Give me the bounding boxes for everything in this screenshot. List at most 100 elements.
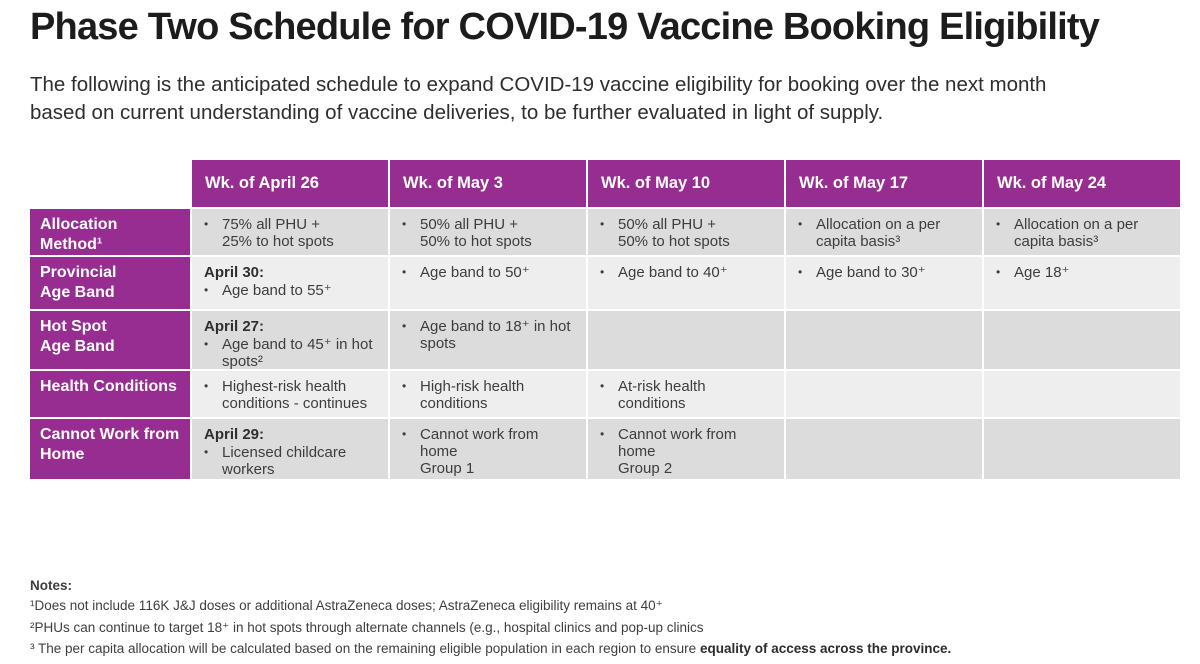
table-cell	[786, 311, 982, 369]
bullet-item: • Highest-risk health conditions - contin…	[204, 378, 380, 412]
bullet-item: • 75% all PHU + 25% to hot spots	[204, 216, 380, 250]
row-label-0: Allocation Method¹	[30, 209, 190, 255]
bullet-text: Age band to 45⁺ in hot spots²	[222, 336, 373, 369]
bullet-icon: •	[402, 217, 407, 231]
bullet-item: • Age band to 40⁺	[600, 264, 776, 281]
table-cell: • Age 18⁺	[984, 257, 1180, 309]
bullet-text: Age band to 18⁺ in hot spots	[420, 318, 571, 352]
table-cell	[786, 371, 982, 417]
bullet-icon: •	[402, 379, 407, 393]
table-cell: • High-risk health conditions	[390, 371, 586, 417]
table-cell: • Age band to 40⁺	[588, 257, 784, 309]
bullet-text: Allocation on a per capita basis³	[1014, 216, 1139, 250]
table-cell	[786, 419, 982, 479]
bullet-text: 50% all PHU + 50% to hot spots	[420, 216, 532, 250]
table-cell: April 27: • Age band to 45⁺ in hot spots²	[192, 311, 388, 369]
bullet-item: • Age band to 45⁺ in hot spots²	[204, 336, 380, 369]
table-cell: • Age band to 30⁺	[786, 257, 982, 309]
bullet-icon: •	[204, 283, 209, 297]
column-header-4: Wk. of May 24	[984, 160, 1180, 207]
note-line-1: ¹Does not include 116K J&J doses or addi…	[30, 598, 663, 613]
page-title: Phase Two Schedule for COVID-19 Vaccine …	[30, 6, 1100, 48]
bullet-text: 75% all PHU + 25% to hot spots	[222, 216, 334, 250]
bullet-icon: •	[204, 445, 209, 459]
bullet-icon: •	[600, 265, 605, 279]
table-cell	[588, 311, 784, 369]
table-cell: April 29: • Licensed childcare workers	[192, 419, 388, 479]
bullet-icon: •	[402, 319, 407, 333]
bullet-text: Cannot work from home Group 2	[618, 426, 737, 477]
bullet-item: • Age band to 30⁺	[798, 264, 974, 281]
notes-heading: Notes:	[30, 578, 73, 593]
bullet-item: • Licensed childcare workers	[204, 444, 380, 478]
bullet-item: • 50% all PHU + 50% to hot spots	[600, 216, 776, 250]
table-cell: April 30: • Age band to 55⁺	[192, 257, 388, 309]
table-cell: • Allocation on a per capita basis³	[786, 209, 982, 255]
table-cell	[984, 371, 1180, 417]
cell-date: April 29:	[204, 426, 265, 443]
bullet-text: Age band to 55⁺	[222, 282, 332, 299]
table-cell: • Cannot work from home Group 2	[588, 419, 784, 479]
table-cell	[984, 311, 1180, 369]
table-cell: • 50% all PHU + 50% to hot spots	[390, 209, 586, 255]
bullet-text: Age 18⁺	[1014, 264, 1070, 281]
row-label-4: Cannot Work from Home	[30, 419, 190, 479]
bullet-item: • High-risk health conditions	[402, 378, 578, 412]
bullet-item: • At-risk health conditions	[600, 378, 776, 412]
bullet-item: • Age band to 55⁺	[204, 282, 380, 299]
bullet-icon: •	[600, 427, 605, 441]
note-line-3: ³ The per capita allocation will be calc…	[30, 641, 951, 656]
bullet-text: At-risk health conditions	[618, 378, 706, 412]
bullet-text: Licensed childcare workers	[222, 444, 347, 478]
bullet-icon: •	[600, 217, 605, 231]
note-line-3-emphasis: equality of access across the province.	[699, 641, 952, 656]
table-cell: • 50% all PHU + 50% to hot spots	[588, 209, 784, 255]
row-label-1: Provincial Age Band	[30, 257, 190, 309]
bullet-text: Age band to 50⁺	[420, 264, 530, 281]
bullet-text: Allocation on a per capita basis³	[816, 216, 941, 250]
table-corner-spacer	[30, 160, 190, 207]
bullet-item: • Age 18⁺	[996, 264, 1172, 281]
note-line-3-text: ³ The per capita allocation will be calc…	[30, 641, 700, 656]
bullet-icon: •	[204, 217, 209, 231]
bullet-icon: •	[996, 265, 1001, 279]
notes-section: Notes: ¹Does not include 116K J&J doses …	[30, 578, 951, 663]
bullet-text: Age band to 40⁺	[618, 264, 728, 281]
bullet-icon: •	[996, 217, 1001, 231]
bullet-text: High-risk health conditions	[420, 378, 525, 412]
table-cell: • Allocation on a per capita basis³	[984, 209, 1180, 255]
bullet-item: • Allocation on a per capita basis³	[798, 216, 974, 250]
schedule-table: Wk. of April 26 Wk. of May 3 Wk. of May 10…	[30, 160, 1180, 479]
bullet-icon: •	[204, 379, 209, 393]
bullet-icon: •	[798, 217, 803, 231]
bullet-text: Age band to 30⁺	[816, 264, 926, 281]
bullet-text: Highest-risk health conditions - continu…	[222, 378, 368, 412]
column-header-0: Wk. of April 26	[192, 160, 388, 207]
table-cell	[984, 419, 1180, 479]
bullet-icon: •	[402, 427, 407, 441]
table-cell: • Cannot work from home Group 1	[390, 419, 586, 479]
row-label-3: Health Conditions	[30, 371, 190, 417]
column-header-2: Wk. of May 10	[588, 160, 784, 207]
column-header-3: Wk. of May 17	[786, 160, 982, 207]
note-line-2: ²PHUs can continue to target 18⁺ in hot …	[30, 619, 704, 635]
table-cell: • Age band to 18⁺ in hot spots	[390, 311, 586, 369]
page-subtitle: The following is the anticipated schedul…	[30, 73, 1047, 125]
bullet-item: • Cannot work from home Group 1	[402, 426, 578, 477]
bullet-item: • Cannot work from home Group 2	[600, 426, 776, 477]
table-cell: • 75% all PHU + 25% to hot spots	[192, 209, 388, 255]
bullet-icon: •	[798, 265, 803, 279]
table-cell: • Age band to 50⁺	[390, 257, 586, 309]
bullet-icon: •	[402, 265, 407, 279]
cell-date: April 30:	[204, 264, 265, 281]
bullet-text: 50% all PHU + 50% to hot spots	[618, 216, 730, 250]
bullet-icon: •	[204, 337, 209, 351]
column-header-1: Wk. of May 3	[390, 160, 586, 207]
bullet-item: • Age band to 18⁺ in hot spots	[402, 318, 578, 352]
bullet-item: • Allocation on a per capita basis³	[996, 216, 1172, 250]
bullet-item: • Age band to 50⁺	[402, 264, 578, 281]
table-cell: • Highest-risk health conditions - contin…	[192, 371, 388, 417]
row-label-2: Hot Spot Age Band	[30, 311, 190, 369]
bullet-icon: •	[600, 379, 605, 393]
